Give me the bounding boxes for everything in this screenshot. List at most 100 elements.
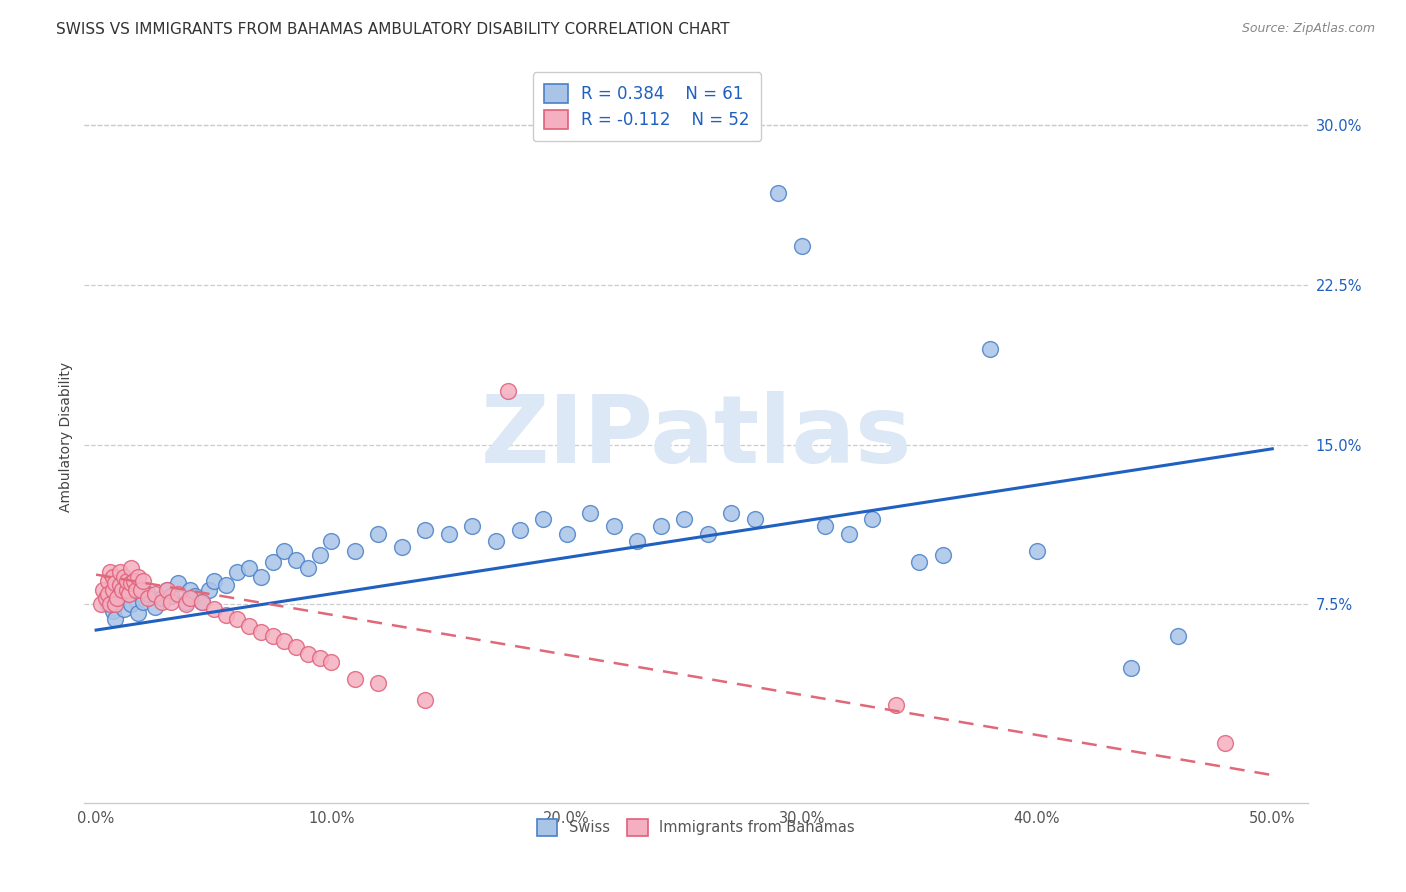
- Point: [602, 518, 624, 533]
- Point: [932, 549, 955, 563]
- Point: [214, 578, 236, 592]
- Point: [297, 561, 319, 575]
- Point: [626, 533, 648, 548]
- Point: [838, 527, 860, 541]
- Point: [98, 598, 121, 612]
- Point: [415, 523, 437, 537]
- Point: [297, 647, 319, 661]
- Point: [120, 576, 142, 591]
- Point: [143, 587, 166, 601]
- Point: [238, 619, 260, 633]
- Point: [101, 582, 124, 597]
- Point: [156, 582, 179, 597]
- Point: [1121, 661, 1143, 675]
- Point: [1167, 630, 1189, 644]
- Point: [101, 604, 124, 618]
- Point: [118, 587, 141, 601]
- Point: [321, 655, 343, 669]
- Point: [90, 598, 112, 612]
- Point: [461, 518, 484, 533]
- Point: [673, 512, 696, 526]
- Point: [696, 527, 718, 541]
- Point: [367, 676, 389, 690]
- Point: [437, 527, 460, 541]
- Point: [167, 587, 190, 601]
- Point: [112, 570, 135, 584]
- Point: [174, 595, 197, 609]
- Point: [104, 612, 127, 626]
- Point: [768, 186, 790, 200]
- Point: [167, 576, 190, 591]
- Legend: Swiss, Immigrants from Bahamas: Swiss, Immigrants from Bahamas: [530, 812, 862, 843]
- Point: [485, 533, 508, 548]
- Point: [555, 527, 578, 541]
- Point: [127, 570, 149, 584]
- Point: [249, 625, 271, 640]
- Point: [262, 630, 284, 644]
- Point: [108, 591, 131, 605]
- Point: [579, 506, 602, 520]
- Point: [343, 672, 366, 686]
- Point: [136, 591, 159, 605]
- Point: [112, 601, 135, 615]
- Point: [97, 598, 120, 612]
- Text: ZIPatlas: ZIPatlas: [481, 391, 911, 483]
- Point: [94, 591, 117, 605]
- Point: [308, 549, 330, 563]
- Point: [496, 384, 519, 399]
- Point: [744, 512, 766, 526]
- Point: [790, 239, 813, 253]
- Point: [160, 595, 183, 609]
- Point: [308, 650, 330, 665]
- Point: [226, 566, 249, 580]
- Point: [860, 512, 883, 526]
- Text: SWISS VS IMMIGRANTS FROM BAHAMAS AMBULATORY DISABILITY CORRELATION CHART: SWISS VS IMMIGRANTS FROM BAHAMAS AMBULAT…: [56, 22, 730, 37]
- Point: [214, 608, 236, 623]
- Y-axis label: Ambulatory Disability: Ambulatory Disability: [59, 362, 73, 512]
- Point: [202, 574, 225, 588]
- Point: [104, 598, 127, 612]
- Point: [179, 591, 201, 605]
- Point: [1213, 736, 1236, 750]
- Point: [509, 523, 531, 537]
- Point: [285, 552, 308, 566]
- Text: Source: ZipAtlas.com: Source: ZipAtlas.com: [1241, 22, 1375, 36]
- Point: [814, 518, 837, 533]
- Point: [125, 582, 148, 597]
- Point: [108, 566, 131, 580]
- Point: [262, 555, 284, 569]
- Point: [174, 598, 197, 612]
- Point: [104, 576, 127, 591]
- Point: [105, 591, 128, 605]
- Point: [1026, 544, 1049, 558]
- Point: [97, 574, 120, 588]
- Point: [122, 582, 145, 597]
- Point: [321, 533, 343, 548]
- Point: [132, 595, 155, 609]
- Point: [136, 587, 159, 601]
- Point: [184, 589, 207, 603]
- Point: [285, 640, 308, 654]
- Point: [191, 595, 214, 609]
- Point: [122, 574, 145, 588]
- Point: [720, 506, 742, 520]
- Point: [198, 582, 221, 597]
- Point: [101, 570, 124, 584]
- Point: [120, 561, 142, 575]
- Point: [884, 698, 907, 712]
- Point: [132, 574, 155, 588]
- Point: [156, 582, 179, 597]
- Point: [238, 561, 260, 575]
- Point: [226, 612, 249, 626]
- Point: [415, 693, 437, 707]
- Point: [391, 540, 413, 554]
- Point: [908, 555, 931, 569]
- Point: [108, 578, 131, 592]
- Point: [129, 582, 152, 597]
- Point: [98, 566, 121, 580]
- Point: [531, 512, 554, 526]
- Point: [127, 606, 149, 620]
- Point: [150, 591, 173, 605]
- Point: [115, 582, 138, 597]
- Point: [367, 527, 389, 541]
